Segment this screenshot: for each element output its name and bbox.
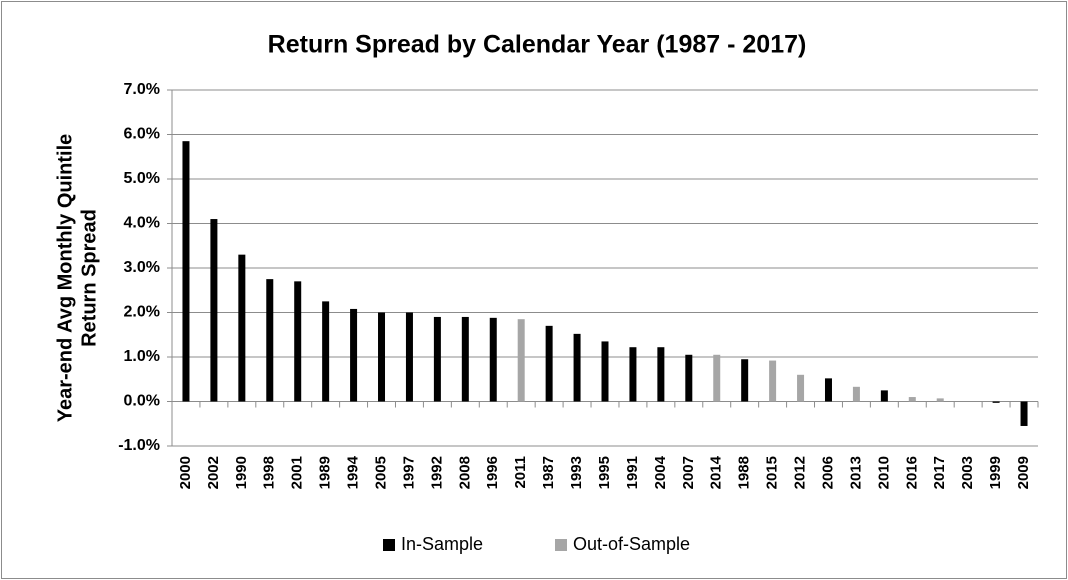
x-tick-label: 2012 <box>792 456 809 489</box>
bar <box>350 308 358 402</box>
legend-label: Out-of-Sample <box>573 534 690 554</box>
bar <box>461 316 469 402</box>
x-tick-label: 1996 <box>484 456 501 489</box>
bar <box>769 360 777 402</box>
x-tick-label: 2001 <box>289 456 306 489</box>
y-tick-label: 7.0% <box>124 81 160 98</box>
y-tick-label: 2.0% <box>124 304 160 321</box>
bar <box>1020 401 1028 426</box>
x-tick-label: 1990 <box>233 456 250 489</box>
bar <box>182 141 190 402</box>
x-tick-label: 2016 <box>903 456 920 489</box>
y-tick-label: 1.0% <box>124 348 160 365</box>
bar <box>489 317 497 402</box>
x-tick-label: 2004 <box>652 455 669 489</box>
y-tick-label: -1.0% <box>118 437 160 454</box>
x-tick-label: 2017 <box>931 456 948 489</box>
y-tick-label: 3.0% <box>124 259 160 276</box>
x-tick-label: 2014 <box>708 455 725 489</box>
bar <box>908 397 916 402</box>
x-tick-label: 2015 <box>764 456 781 489</box>
bar <box>545 325 553 402</box>
x-tick-label: 1999 <box>987 456 1004 489</box>
chart-title: Return Spread by Calendar Year (1987 - 2… <box>268 31 807 59</box>
x-tick-label: 2007 <box>680 456 697 489</box>
bar <box>378 312 386 402</box>
y-axis-title: Return Spread <box>78 209 100 347</box>
bar <box>294 281 302 402</box>
bar <box>741 359 749 402</box>
x-tick-label: 2013 <box>847 456 864 489</box>
x-tick-label: 1987 <box>540 456 557 489</box>
x-tick-label: 1997 <box>400 456 417 489</box>
x-tick-label: 1998 <box>261 456 278 489</box>
x-tick-label: 1992 <box>428 456 445 489</box>
bar <box>266 279 274 402</box>
bar <box>936 398 944 402</box>
x-tick-label: 2006 <box>819 456 836 489</box>
legend-label: In-Sample <box>401 534 483 554</box>
bar <box>852 386 860 402</box>
x-tick-label: 2003 <box>959 456 976 489</box>
bar <box>601 341 609 402</box>
x-tick-label: 2002 <box>205 456 222 489</box>
bar <box>880 390 888 402</box>
bar <box>322 301 330 402</box>
bar <box>573 333 581 402</box>
bar <box>992 401 1000 403</box>
y-tick-label: 4.0% <box>124 215 160 232</box>
x-tick-label: 1988 <box>736 456 753 489</box>
bar <box>238 254 246 402</box>
y-tick-label: 6.0% <box>124 126 160 143</box>
bar <box>824 378 832 402</box>
x-tick-label: 1994 <box>345 455 362 489</box>
bar <box>713 354 721 402</box>
x-tick-label: 2000 <box>177 456 194 489</box>
y-tick-label: 0.0% <box>124 393 160 410</box>
bar <box>797 374 805 402</box>
legend-swatch <box>383 539 395 551</box>
bar <box>210 219 218 402</box>
x-tick-label: 2010 <box>875 456 892 489</box>
y-axis-title: Year-end Avg Monthly Quintile <box>54 134 76 423</box>
x-tick-label: 2008 <box>456 456 473 489</box>
x-tick-label: 2005 <box>372 456 389 489</box>
y-tick-label: 5.0% <box>124 170 160 187</box>
x-tick-label: 1991 <box>624 456 641 489</box>
x-tick-label: 2009 <box>1015 456 1032 489</box>
bar <box>517 319 525 402</box>
legend-swatch <box>555 539 567 551</box>
x-tick-label: 2011 <box>512 456 529 489</box>
x-tick-label: 1993 <box>568 456 585 489</box>
x-tick-label: 1995 <box>596 456 613 489</box>
bar <box>433 316 441 402</box>
bar <box>629 347 637 402</box>
x-tick-label: 1989 <box>317 456 334 489</box>
bar <box>405 312 413 402</box>
bar <box>657 347 665 402</box>
bar <box>685 354 693 402</box>
